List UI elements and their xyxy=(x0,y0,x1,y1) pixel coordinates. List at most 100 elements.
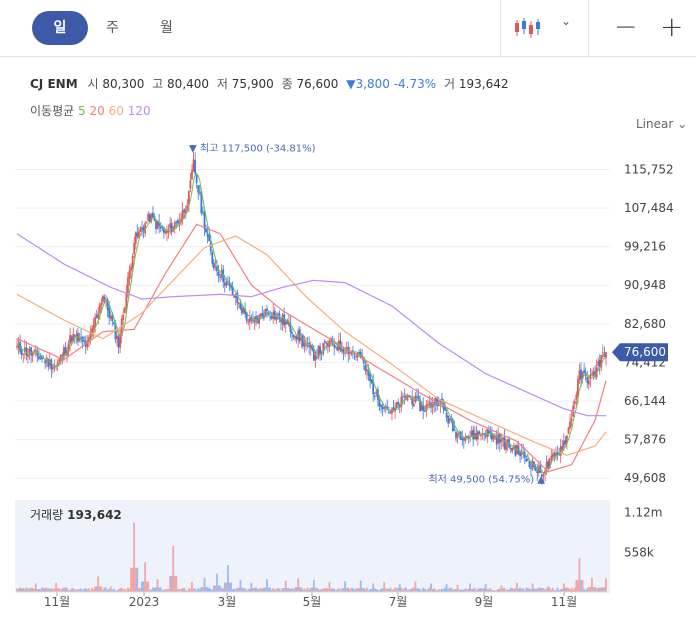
volume-bar xyxy=(491,590,493,592)
candle-body xyxy=(583,370,586,374)
candle-body xyxy=(550,455,553,460)
volume-bar xyxy=(72,588,75,592)
volume-bar xyxy=(487,589,490,592)
volume-bar xyxy=(144,562,147,592)
candle-body xyxy=(536,470,539,474)
volume-bar xyxy=(586,588,589,592)
candle-body xyxy=(428,401,431,404)
volume-bar xyxy=(27,588,29,592)
candle-body xyxy=(437,405,440,407)
scale-selector[interactable]: Linear ⌄ xyxy=(636,117,687,131)
volume-bar xyxy=(197,588,200,592)
volume-bar xyxy=(58,588,61,592)
candle-body xyxy=(89,331,92,339)
candle-body xyxy=(576,379,579,397)
candle-body xyxy=(561,446,564,450)
candle-body xyxy=(267,312,270,315)
candle-body xyxy=(478,431,481,435)
volume-bar xyxy=(412,587,415,592)
candle-body xyxy=(197,185,200,193)
volume-bar xyxy=(155,587,157,592)
chevron-down-icon[interactable]: ⌄ xyxy=(561,14,572,28)
volume-bar xyxy=(495,589,498,592)
volume-bar xyxy=(558,590,561,592)
volume-value: 193,642 xyxy=(458,77,509,91)
candle-body xyxy=(203,212,206,230)
candle-body xyxy=(491,433,493,440)
tab-weekly[interactable]: 주 xyxy=(106,20,119,36)
volume-bar xyxy=(103,587,106,592)
volume-bar xyxy=(539,587,542,592)
volume-bar xyxy=(255,587,257,592)
volume-bar xyxy=(433,588,436,592)
candle-body xyxy=(462,438,465,441)
ma20-legend: 20 xyxy=(89,104,105,118)
candle-body xyxy=(358,351,361,354)
candle-body xyxy=(405,396,407,399)
volume-bar xyxy=(376,589,379,592)
volume-bar xyxy=(526,587,529,592)
candle-body xyxy=(601,352,604,354)
candle-body xyxy=(94,317,97,328)
volume-bar xyxy=(494,590,496,592)
volume-bar xyxy=(397,588,400,592)
volume-bar xyxy=(470,589,473,592)
candle-body xyxy=(512,446,515,450)
volume-bar xyxy=(173,575,176,592)
price-chart[interactable]: 115,752107,48499,21690,94882,68074,41266… xyxy=(0,140,696,618)
volume-bar xyxy=(142,581,145,592)
volume-tick-label: 558k xyxy=(624,546,654,560)
volume-bar xyxy=(447,589,450,592)
divider xyxy=(500,0,501,56)
volume-bar xyxy=(370,589,373,592)
candle-body xyxy=(192,159,195,171)
volume-bar xyxy=(216,573,218,592)
volume-bar xyxy=(23,589,26,592)
zoom-in-button[interactable]: + xyxy=(660,10,684,43)
volume-bar xyxy=(252,587,254,592)
candle-body xyxy=(228,282,231,287)
candlestick-icon[interactable] xyxy=(513,16,541,40)
volume-bar xyxy=(548,587,551,592)
volume-bar xyxy=(177,589,179,592)
volume-bar xyxy=(183,587,186,592)
volume-bar xyxy=(25,587,28,592)
candle-body xyxy=(91,328,93,334)
volume-bar xyxy=(111,589,114,592)
chart-area[interactable]: 115,752 107,484 99,216 90,948 82,680 74,412 66… xyxy=(0,140,696,618)
volume-bar xyxy=(191,582,193,592)
volume-bar xyxy=(122,589,125,592)
volume-bar xyxy=(358,588,361,592)
volume-bar xyxy=(147,581,150,592)
candle-body xyxy=(189,180,192,189)
candle-body xyxy=(423,410,426,412)
volume-bar xyxy=(28,588,31,592)
candle-body xyxy=(128,270,131,279)
volume-bar xyxy=(39,589,42,592)
volume-bar xyxy=(583,588,586,592)
volume-bar xyxy=(55,582,57,592)
candle-body xyxy=(28,348,31,354)
volume-bar xyxy=(345,588,348,592)
zoom-out-button[interactable]: − xyxy=(614,10,638,43)
volume-panel xyxy=(15,500,610,592)
volume-bar xyxy=(41,587,43,592)
volume-bar xyxy=(141,581,143,592)
volume-bar xyxy=(228,582,231,592)
volume-bar xyxy=(380,588,382,592)
tab-daily[interactable]: 일 xyxy=(32,11,88,45)
volume-bar xyxy=(436,590,439,592)
x-tick-label: 3월 xyxy=(218,595,237,609)
volume-bar xyxy=(230,582,232,592)
volume-bar xyxy=(587,587,590,592)
volume-bar xyxy=(426,589,429,592)
candle-body xyxy=(451,419,454,431)
candle-body xyxy=(83,340,86,342)
tab-monthly[interactable]: 월 xyxy=(160,20,173,36)
moving-average-legend[interactable]: 이동평균 5 20 60 120 xyxy=(30,102,151,119)
volume-bar xyxy=(308,589,311,592)
volume-bar xyxy=(244,588,247,592)
candle-body xyxy=(347,346,350,355)
volume-bar xyxy=(69,590,72,592)
candle-body xyxy=(348,352,351,354)
